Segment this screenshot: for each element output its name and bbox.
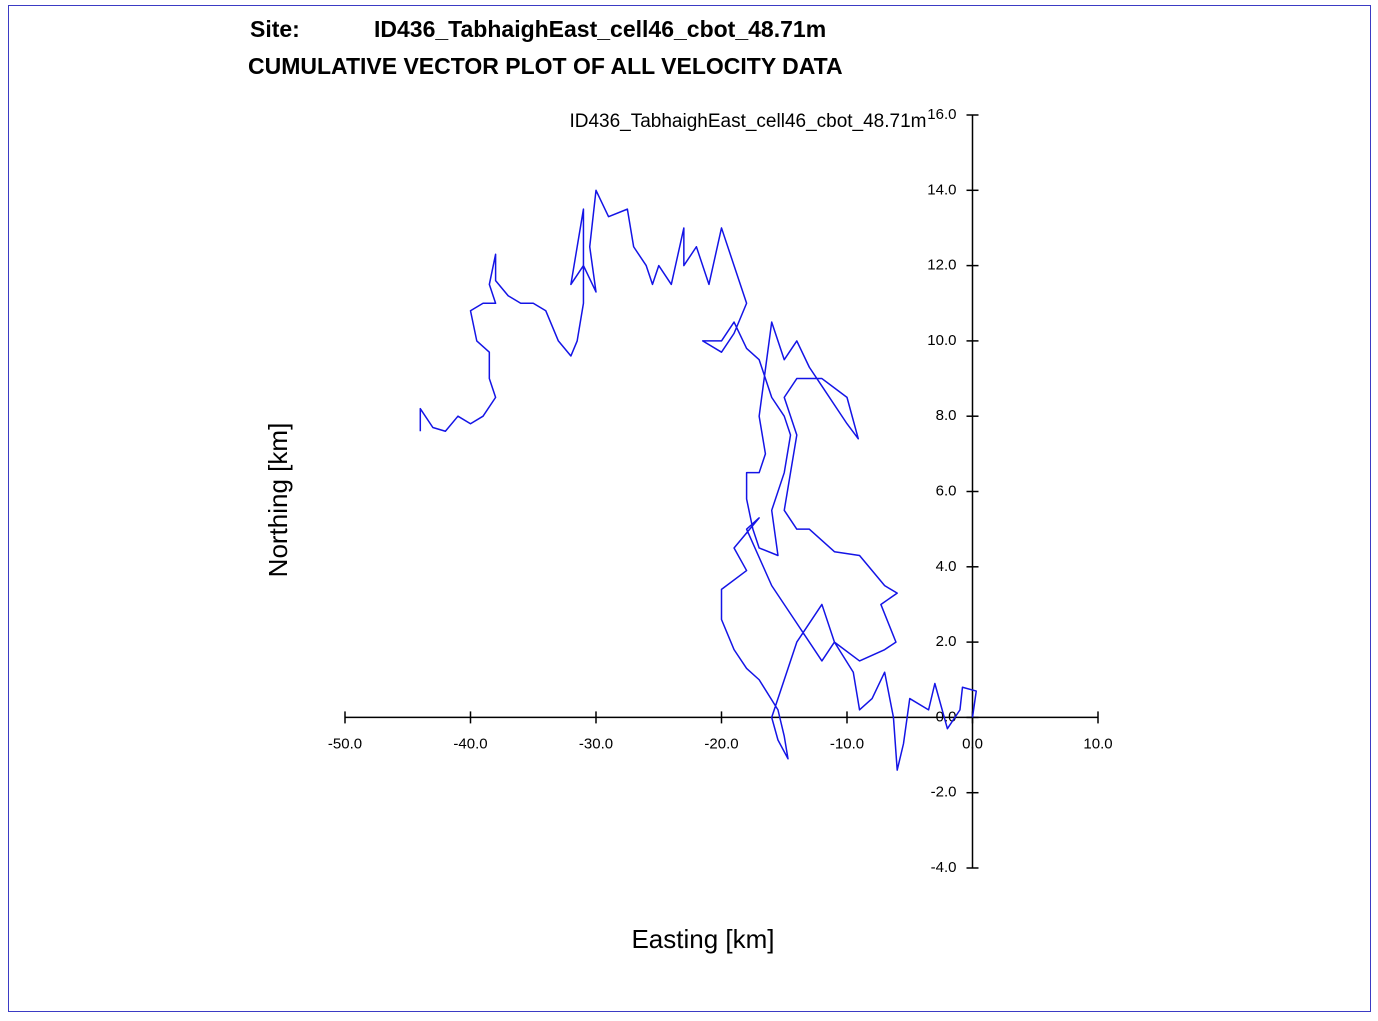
y-tick-label: 4.0 bbox=[936, 558, 957, 575]
y-tick-label: 12.0 bbox=[927, 257, 956, 274]
x-tick-label: -40.0 bbox=[453, 735, 487, 752]
x-axis-label: Easting [km] bbox=[631, 924, 774, 954]
y-tick-label: 14.0 bbox=[927, 181, 956, 198]
site-label: Site: bbox=[250, 16, 300, 42]
y-tick-label: -4.0 bbox=[931, 859, 957, 876]
series-line bbox=[419, 189, 978, 771]
y-tick-label: 2.0 bbox=[936, 633, 957, 650]
x-tick-label: 0.0 bbox=[962, 735, 983, 752]
y-tick-label: 10.0 bbox=[927, 332, 956, 349]
y-axis-label: Northing [km] bbox=[263, 423, 293, 578]
y-tick-label: 6.0 bbox=[936, 482, 957, 499]
y-tick-label: -2.0 bbox=[931, 784, 957, 801]
x-tick-label: -50.0 bbox=[328, 735, 362, 752]
frame bbox=[8, 5, 1371, 1012]
y-tick-label: 16.0 bbox=[927, 106, 956, 123]
y-tick-label: 8.0 bbox=[936, 407, 957, 424]
x-tick-label: 10.0 bbox=[1083, 735, 1112, 752]
x-tick-label: -30.0 bbox=[579, 735, 613, 752]
chart-title: ID436_TabhaighEast_cell46_cbot_48.71m bbox=[374, 16, 826, 42]
legend-label: ID436_TabhaighEast_cell46_cbot_48.71m bbox=[569, 111, 926, 132]
y-tick-label: 0.0 bbox=[936, 708, 957, 725]
chart-subtitle: CUMULATIVE VECTOR PLOT OF ALL VELOCITY D… bbox=[248, 53, 843, 79]
x-tick-label: -10.0 bbox=[830, 735, 864, 752]
x-tick-label: -20.0 bbox=[704, 735, 738, 752]
